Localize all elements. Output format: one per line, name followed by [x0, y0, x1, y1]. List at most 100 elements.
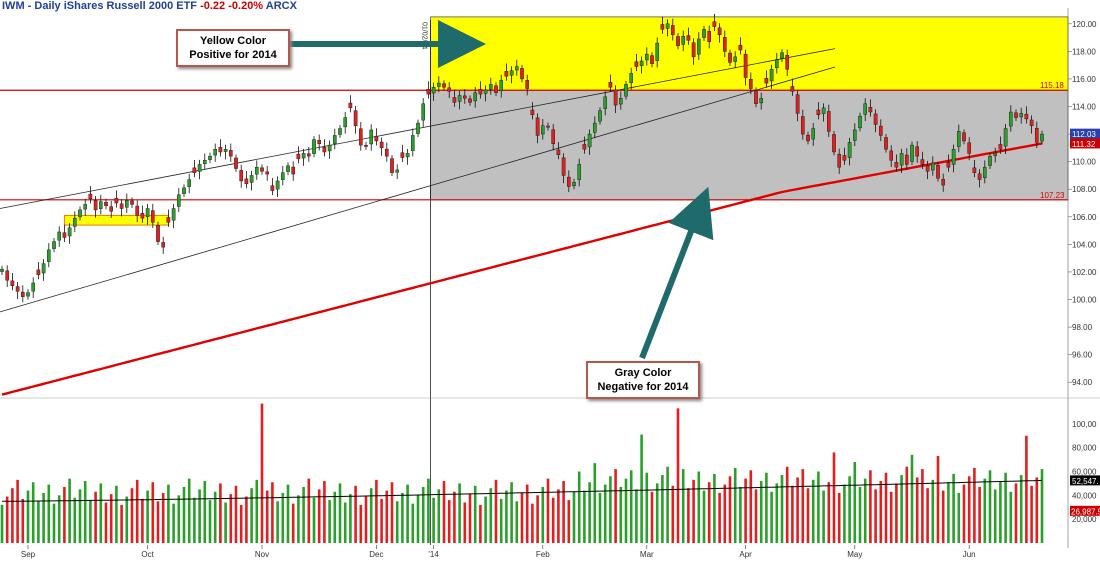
- candle-body: [598, 110, 602, 122]
- candle-body: [748, 79, 753, 89]
- price-candle: [759, 92, 764, 110]
- candle-body: [624, 84, 628, 97]
- candle-body: [426, 89, 431, 95]
- price-candle: [790, 78, 795, 96]
- candle-body: [936, 165, 940, 179]
- candle-body: [41, 263, 46, 274]
- volume-bar: [489, 488, 493, 543]
- price-candle: [213, 143, 218, 162]
- volume-bar: [37, 501, 40, 543]
- candle-body: [166, 217, 171, 223]
- price-candle: [941, 173, 946, 192]
- price-candle: [260, 164, 264, 175]
- price-candle: [20, 285, 25, 303]
- price-tick-label: 120.00: [1072, 20, 1097, 29]
- price-candle: [379, 137, 384, 156]
- price-candle: [57, 226, 62, 247]
- volume-bar: [775, 483, 779, 543]
- candle-body: [327, 144, 332, 152]
- volume-bar: [593, 463, 597, 543]
- candle-body: [384, 148, 389, 157]
- candle-body: [769, 69, 774, 82]
- volume-bar: [614, 469, 617, 543]
- price-candle: [670, 18, 675, 41]
- candle-body: [780, 52, 784, 59]
- candle-body: [816, 109, 821, 115]
- candle-body: [910, 144, 914, 162]
- price-candle: [192, 159, 197, 178]
- candle-body: [1024, 113, 1029, 120]
- price-candle: [291, 161, 296, 181]
- price-candle: [743, 49, 748, 86]
- candle-body: [192, 167, 197, 173]
- price-candle: [899, 148, 904, 173]
- volume-bar: [437, 489, 441, 543]
- price-candle: [561, 153, 566, 184]
- volume-bar: [843, 484, 846, 543]
- price-candle: [925, 160, 930, 180]
- price-candle: [566, 170, 571, 193]
- price-candle: [800, 109, 805, 140]
- price-candle: [353, 106, 358, 134]
- volume-bar: [765, 472, 768, 543]
- volume-bar: [931, 479, 935, 543]
- price-candle: [696, 32, 701, 60]
- volume-bar: [395, 501, 399, 543]
- volume-bar: [130, 488, 134, 543]
- price-candle: [556, 142, 561, 160]
- candle-body: [577, 164, 582, 180]
- candle-body: [218, 146, 223, 153]
- volume-bar: [151, 482, 155, 543]
- volume-bar: [473, 485, 477, 543]
- price-candle: [343, 111, 348, 134]
- volume-bar: [832, 452, 836, 543]
- volume-bar: [141, 498, 144, 543]
- candle-body: [982, 166, 987, 178]
- volume-bar: [255, 479, 259, 543]
- volume-bar: [411, 503, 415, 543]
- volume-bar: [239, 504, 243, 543]
- price-candle: [624, 80, 628, 100]
- positive-zone: [430, 16, 1069, 91]
- candle-body: [442, 83, 446, 88]
- volume-bar: [635, 489, 638, 543]
- candle-body: [483, 89, 488, 94]
- price-candle: [551, 124, 556, 151]
- candle-body: [670, 25, 675, 36]
- price-candle: [374, 128, 379, 146]
- price-candle: [306, 147, 311, 162]
- price-candle: [442, 80, 446, 91]
- price-candle: [31, 277, 36, 298]
- price-candle: [280, 165, 285, 186]
- price-candle: [275, 176, 280, 198]
- volume-bar: [499, 498, 503, 543]
- price-candle: [265, 166, 270, 181]
- price-candle: [338, 125, 342, 138]
- candle-body: [676, 36, 680, 47]
- candle-body: [556, 149, 561, 155]
- candle-body: [821, 107, 826, 114]
- volume-bar: [957, 492, 961, 543]
- price-candle: [119, 199, 124, 217]
- volume-bar: [250, 488, 253, 543]
- price-candle: [863, 98, 868, 122]
- candle-body: [462, 95, 467, 99]
- volume-bar: [94, 491, 97, 543]
- volume-bar: [754, 489, 758, 543]
- volume-bar: [806, 488, 810, 543]
- zones-layer: [63, 16, 1069, 226]
- candle-body: [629, 73, 634, 83]
- volume-bar: [827, 482, 831, 543]
- volume-bar: [276, 501, 279, 543]
- volume-bar: [562, 481, 565, 543]
- price-candle: [868, 99, 873, 117]
- price-candle: [67, 223, 72, 244]
- candle-body: [520, 68, 524, 80]
- price-candle: [0, 265, 4, 275]
- price-candle: [176, 187, 181, 213]
- price-candle: [1034, 121, 1039, 148]
- price-candle: [681, 30, 686, 52]
- price-candle: [93, 195, 98, 218]
- candle-body: [187, 179, 192, 187]
- x-tick-label: May: [847, 550, 862, 559]
